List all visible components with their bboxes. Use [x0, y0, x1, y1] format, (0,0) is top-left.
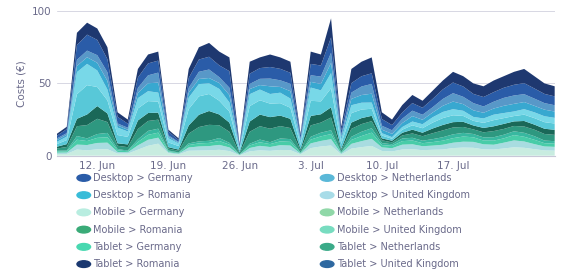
Text: Tablet > Romania: Tablet > Romania [93, 259, 180, 269]
Text: Tablet > Netherlands: Tablet > Netherlands [337, 242, 440, 252]
Text: Mobile > Romania: Mobile > Romania [93, 225, 183, 235]
Text: Mobile > Germany: Mobile > Germany [93, 207, 185, 217]
Text: Tablet > United Kingdom: Tablet > United Kingdom [337, 259, 458, 269]
Text: Tablet > Germany: Tablet > Germany [93, 242, 182, 252]
Y-axis label: Costs (€): Costs (€) [16, 60, 27, 107]
Text: Desktop > Germany: Desktop > Germany [93, 173, 193, 183]
Text: Desktop > United Kingdom: Desktop > United Kingdom [337, 190, 470, 200]
Text: Mobile > Netherlands: Mobile > Netherlands [337, 207, 443, 217]
Text: Mobile > United Kingdom: Mobile > United Kingdom [337, 225, 461, 235]
Text: Desktop > Netherlands: Desktop > Netherlands [337, 173, 451, 183]
Text: Desktop > Romania: Desktop > Romania [93, 190, 191, 200]
